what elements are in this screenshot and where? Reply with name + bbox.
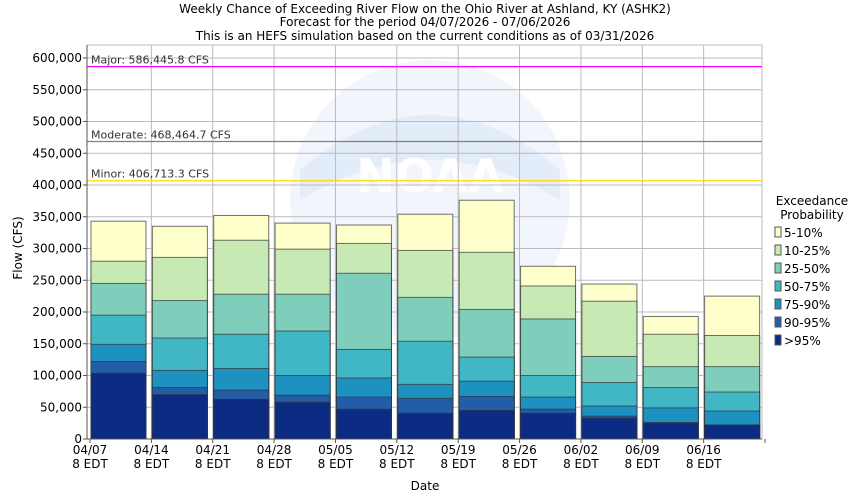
bar-segment [642, 422, 699, 440]
x-tick-label: 06/16 [686, 443, 721, 457]
legend-swatch [774, 298, 782, 310]
x-tick-sublabel: 8 EDT [379, 457, 415, 471]
legend-label: 10-25% [784, 244, 830, 258]
x-tick-sublabel: 8 EDT [502, 457, 538, 471]
legend-title-1: Exceedance [776, 194, 848, 208]
x-tick-label: 05/12 [380, 443, 415, 457]
threshold-label: Minor: 406,713.3 CFS [91, 168, 209, 181]
x-tick-sublabel: 8 EDT [72, 457, 108, 471]
legend-swatch [774, 280, 782, 292]
legend-label: >95% [784, 334, 821, 348]
y-tick-label: 200,000 [32, 305, 82, 319]
y-tick-label: 450,000 [32, 146, 82, 160]
x-tick-sublabel: 8 EDT [195, 457, 231, 471]
y-axis-label: Flow (CFS) [11, 216, 25, 279]
x-tick-label: 04/28 [257, 443, 292, 457]
x-tick-label: 04/14 [134, 443, 169, 457]
legend-label: 75-90% [784, 298, 830, 312]
legend: Exceedance Probability 5-10% 10-25% 25-50%… [774, 194, 848, 348]
x-tick-label: 05/19 [441, 443, 476, 457]
y-tick-label: 150,000 [32, 337, 82, 351]
x-tick-label: 06/09 [625, 443, 660, 457]
legend-label: 5-10% [784, 226, 823, 240]
bar-segment [90, 372, 147, 440]
legend-label: 50-75% [784, 280, 830, 294]
legend-title-2: Probability [780, 208, 843, 222]
bar-segment [704, 424, 761, 440]
bar-segment [581, 417, 638, 440]
x-tick-label: 04/21 [195, 443, 230, 457]
title-line-2: Forecast for the period 04/07/2026 - 07/… [280, 15, 571, 29]
legend-label: 25-50% [784, 262, 830, 276]
legend-swatch [774, 334, 782, 346]
y-tick-label: 50,000 [40, 400, 82, 414]
bar-segment [213, 398, 270, 440]
x-tick-sublabel: 8 EDT [563, 457, 599, 471]
legend-swatch [774, 244, 782, 256]
y-tick-label: 300,000 [32, 242, 82, 256]
legend-swatch [774, 226, 782, 238]
bar-segment [397, 412, 454, 440]
y-tick-label: 250,000 [32, 273, 82, 287]
y-tick-label: 600,000 [32, 51, 82, 65]
y-tick-label: 400,000 [32, 178, 82, 192]
legend-swatch [774, 262, 782, 274]
y-tick-label: 350,000 [32, 210, 82, 224]
x-tick-sublabel: 8 EDT [134, 457, 170, 471]
y-tick-label: 100,000 [32, 369, 82, 383]
x-tick-sublabel: 8 EDT [318, 457, 354, 471]
svg-text:NOAA: NOAA [356, 149, 504, 203]
chart-title: Weekly Chance of Exceeding River Flow on… [179, 2, 671, 43]
threshold-label: Major: 586,445.8 CFS [91, 54, 209, 67]
y-tick-label: 500,000 [32, 115, 82, 129]
legend-swatch [774, 316, 782, 328]
title-line-1: Weekly Chance of Exceeding River Flow on… [179, 2, 671, 16]
legend-label: 90-95% [784, 316, 830, 330]
x-tick-sublabel: 8 EDT [686, 457, 722, 471]
y-tick-label: 0 [74, 432, 82, 446]
title-line-3: This is an HEFS simulation based on the … [195, 29, 655, 43]
x-tick-label: 05/26 [502, 443, 537, 457]
x-tick-sublabel: 8 EDT [256, 457, 292, 471]
x-tick-label: 06/02 [564, 443, 599, 457]
x-tick-sublabel: 8 EDT [624, 457, 660, 471]
bar-segment [458, 409, 515, 440]
bar-segment [335, 408, 392, 440]
threshold-label: Moderate: 468,464.7 CFS [91, 129, 231, 142]
x-tick-sublabel: 8 EDT [440, 457, 476, 471]
bar-segment [151, 394, 208, 440]
x-tick-label: 04/07 [73, 443, 108, 457]
x-tick-label: 05/05 [318, 443, 353, 457]
x-axis-label: Date [411, 479, 440, 493]
y-tick-label: 550,000 [32, 83, 82, 97]
bar-segment [274, 401, 331, 440]
bar-segment [520, 412, 577, 440]
